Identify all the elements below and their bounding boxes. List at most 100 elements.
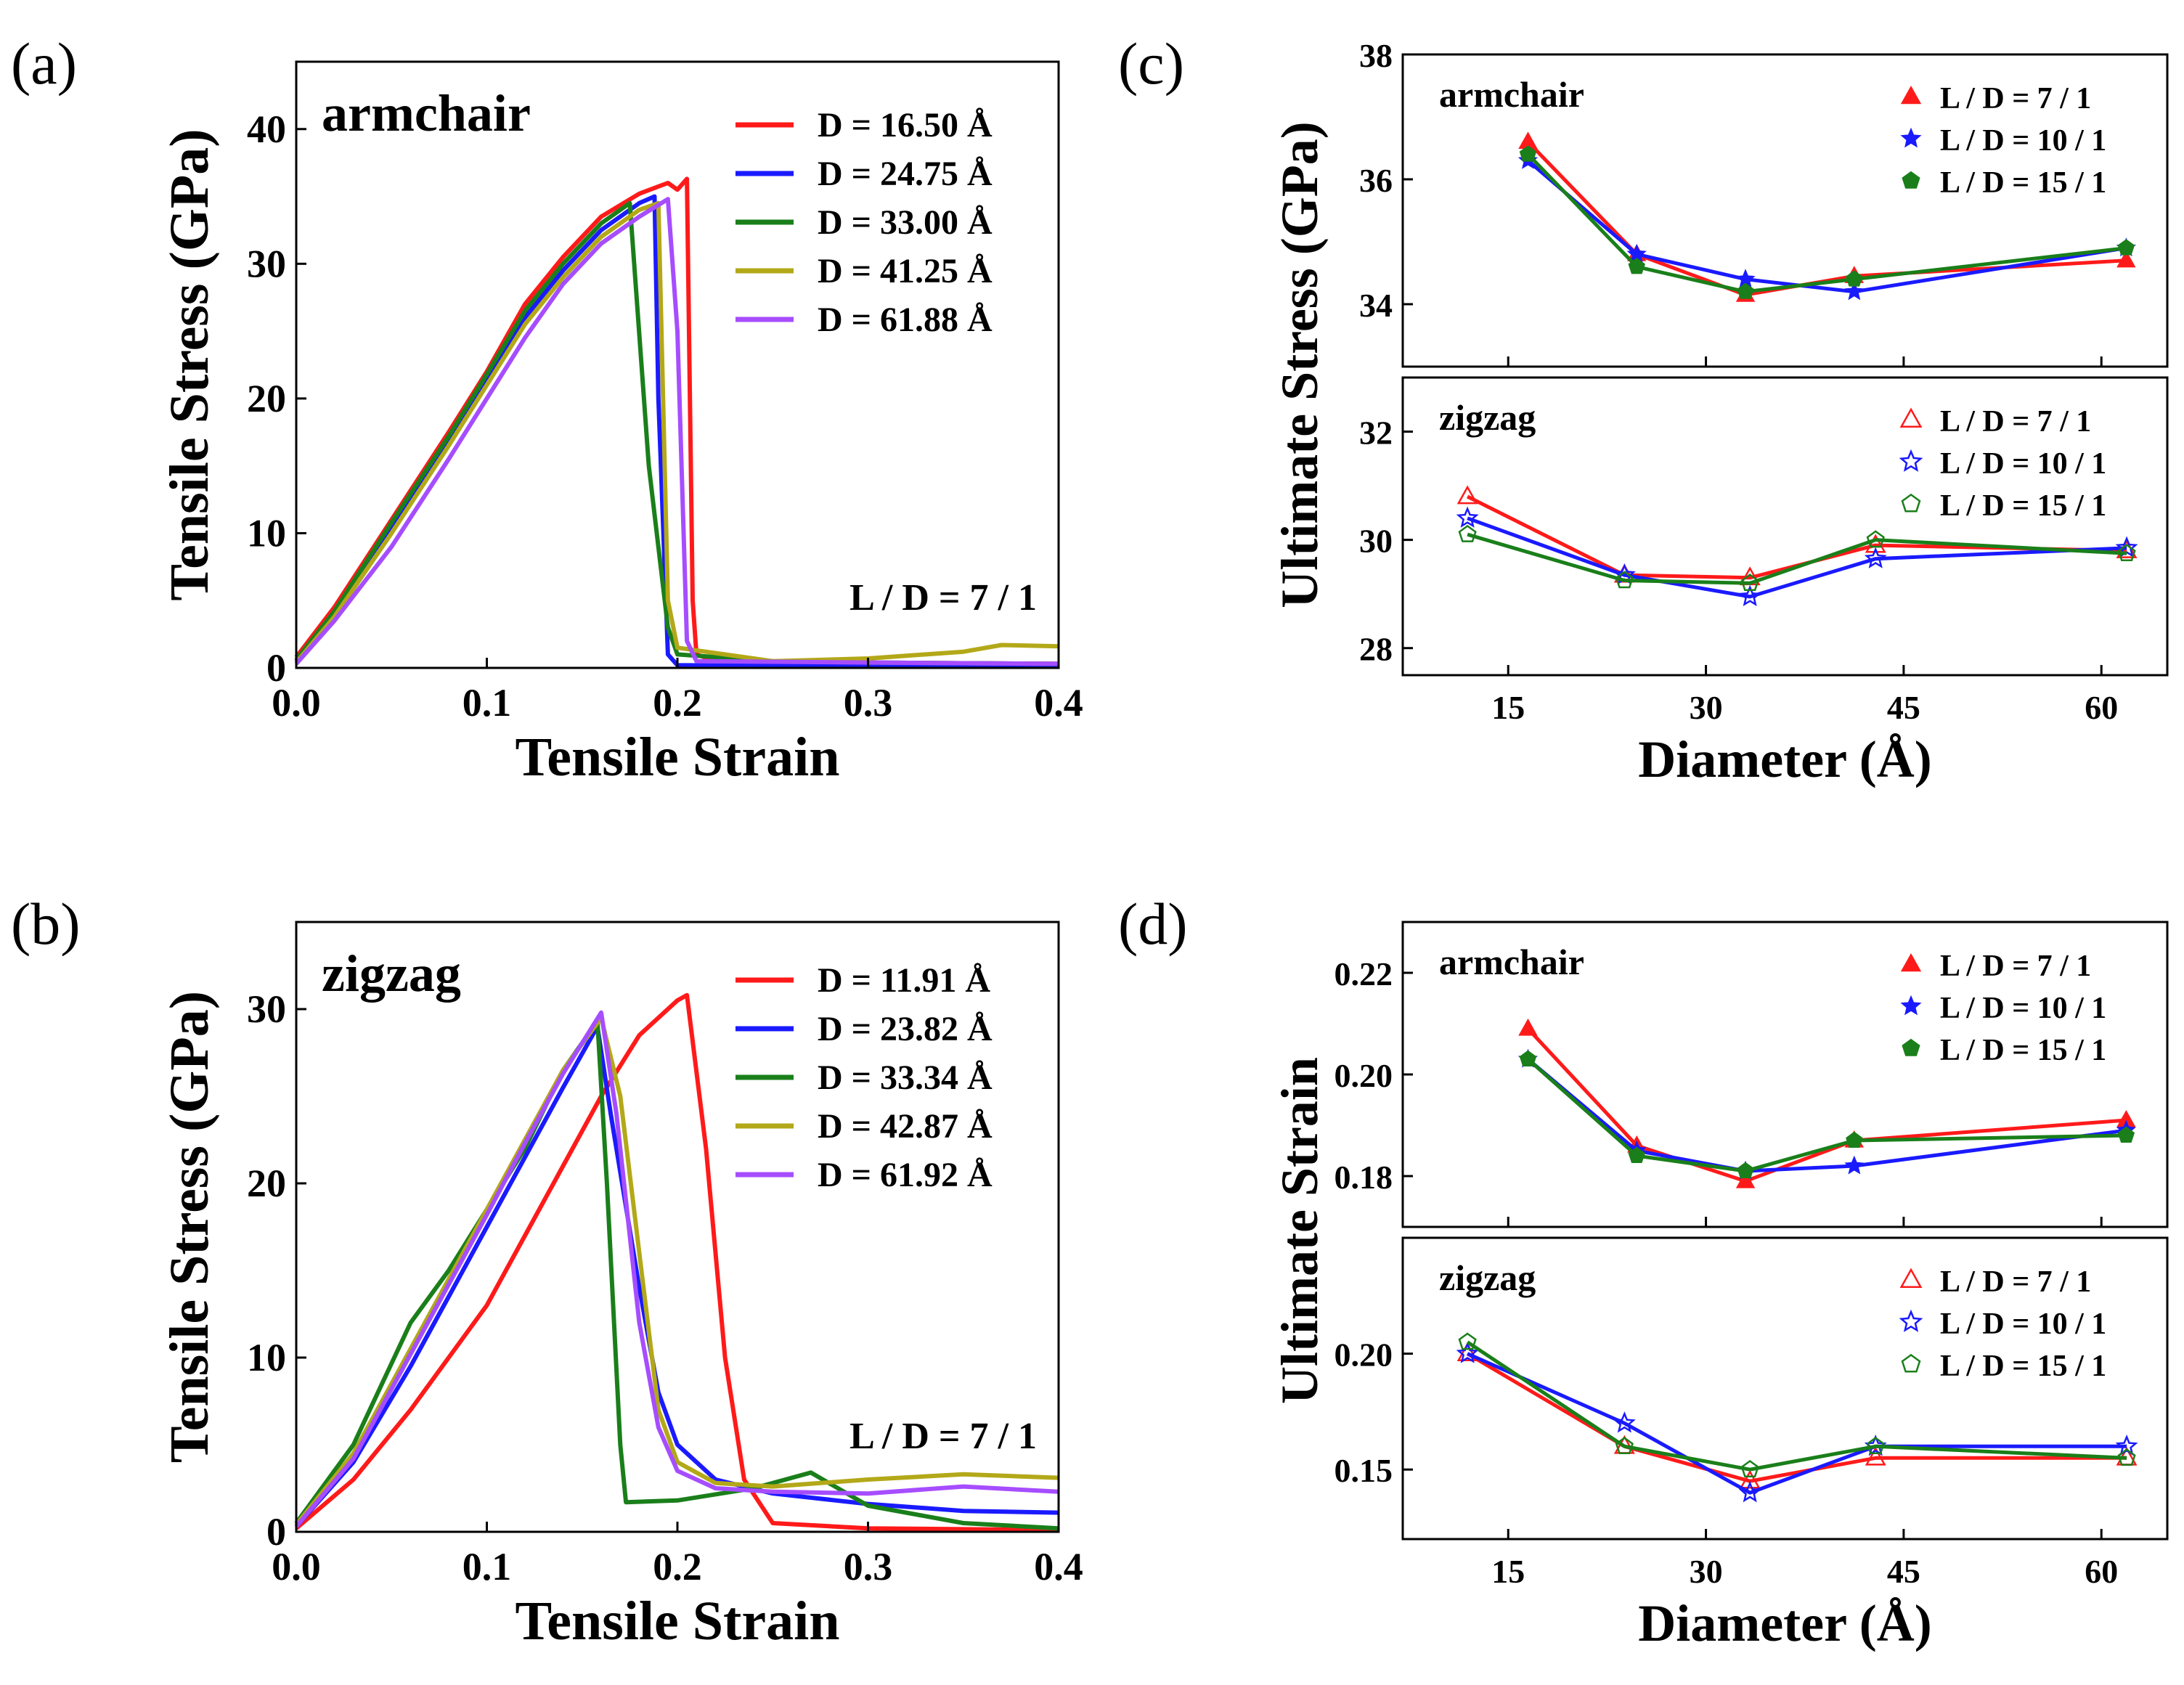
data-point-c-1-0-0	[1456, 485, 1478, 505]
panel-label-b: (b)	[11, 891, 81, 957]
series-line-d-0-1	[1526, 1058, 2127, 1173]
legend-marker-d-1-0	[1899, 1268, 1923, 1289]
legend-label-c-1-0: L / D = 7 / 1	[1940, 405, 2091, 438]
y-tick-label-b-0: 0	[266, 1510, 286, 1554]
y-tick-label-d-0-2: 0.22	[1335, 955, 1393, 992]
series-line-b-1	[294, 1024, 1059, 1528]
x-axis-title-a: Tensile Strain	[516, 727, 840, 788]
data-point-c-1-1-2	[1738, 584, 1761, 606]
series-line-c-1-1	[1467, 516, 2127, 599]
x-tick-label-c-3: 60	[2085, 689, 2118, 726]
legend-marker-c-0-2	[1902, 171, 1920, 189]
data-point-d-1-1-0	[1456, 1342, 1479, 1363]
y-tick-label-a-3: 30	[247, 242, 286, 285]
data-point-d-1-0-2	[1739, 1469, 1761, 1489]
y-tick-label-c-0-2: 38	[1359, 37, 1393, 74]
legend-label-a-4: D = 61.88 Å	[818, 301, 993, 339]
data-point-d-1-2-4	[2117, 1448, 2136, 1466]
legend-label-a-2: D = 33.00 Å	[818, 203, 993, 242]
x-axis-title-b: Tensile Strain	[516, 1591, 840, 1652]
plot-frame-c-0	[1401, 53, 2169, 368]
data-point-d-1-2-1	[1615, 1437, 1634, 1455]
legend-label-d-0-0: L / D = 7 / 1	[1940, 950, 2091, 983]
legend-marker-c-0-1	[1900, 127, 1922, 148]
structure-label-a: armchair	[322, 84, 531, 142]
data-point-d-0-2-2	[1737, 1162, 1754, 1178]
x-tick-label-c-2: 45	[1887, 689, 1920, 726]
data-point-c-1-2-4	[2117, 544, 2136, 561]
x-axis-title-d: Diameter (Å)	[1638, 1594, 1931, 1652]
x-tick-label-a-1: 0.1	[463, 681, 512, 725]
legend-label-c-1-2: L / D = 15 / 1	[1940, 489, 2106, 523]
y-tick-label-d-0-1: 0.20	[1335, 1057, 1393, 1094]
data-point-c-1-2-2	[1740, 574, 1759, 591]
x-tick-label-b-3: 0.3	[844, 1545, 893, 1588]
data-point-d-1-0-3	[1865, 1446, 1886, 1466]
structure-label-c-1: zigzag	[1439, 397, 1536, 438]
x-tick-label-d-0: 15	[1491, 1553, 1525, 1590]
data-point-d-0-2-0	[1519, 1050, 1537, 1066]
y-axis-title-d: Ultimate Strain	[1271, 1057, 1329, 1404]
data-point-c-1-2-3	[1866, 530, 1885, 548]
data-point-d-1-2-2	[1740, 1459, 1759, 1477]
data-point-d-0-0-0	[1518, 1018, 1538, 1036]
legend-marker-d-1-1	[1899, 1309, 1923, 1332]
y-tick-label-c-0-1: 36	[1359, 162, 1393, 199]
x-tick-label-d-3: 60	[2085, 1553, 2118, 1590]
legend-label-b-1: D = 23.82 Å	[818, 1010, 993, 1048]
series-line-b-0	[295, 992, 1059, 1533]
data-point-c-1-2-1	[1615, 571, 1634, 589]
x-tick-label-c-1: 30	[1690, 689, 1723, 726]
data-point-d-0-2-1	[1628, 1146, 1645, 1163]
series-line-b-4	[294, 1010, 1059, 1528]
data-point-d-0-1-3	[1844, 1155, 1865, 1175]
data-point-c-0-1-3	[1844, 281, 1865, 301]
legend-label-a-0: D = 16.50 Å	[818, 106, 993, 144]
legend-label-c-0-1: L / D = 10 / 1	[1940, 124, 2106, 158]
legend-marker-c-0-0	[1900, 85, 1922, 105]
x-tick-label-b-2: 0.2	[653, 1545, 702, 1588]
legend-label-a-1: D = 24.75 Å	[818, 155, 993, 193]
legend-label-d-1-0: L / D = 7 / 1	[1940, 1265, 2091, 1299]
ratio-label-b: L / D = 7 / 1	[849, 1416, 1037, 1457]
x-tick-label-b-1: 0.1	[463, 1545, 512, 1588]
data-point-d-1-2-0	[1458, 1332, 1477, 1350]
y-axis-title-a: Tensile Stress (GPa)	[159, 128, 220, 600]
panel-label-c: (c)	[1118, 30, 1184, 97]
x-tick-label-a-4: 0.4	[1034, 681, 1083, 725]
data-point-c-0-2-1	[1628, 258, 1645, 274]
y-axis-title-b: Tensile Stress (GPa)	[159, 991, 220, 1463]
series-line-c-0-0	[1526, 140, 2127, 297]
legend-label-b-2: D = 33.34 Å	[818, 1058, 993, 1097]
ratio-label-a: L / D = 7 / 1	[849, 577, 1037, 619]
data-point-d-1-2-3	[1866, 1437, 1885, 1455]
plot-frame-c-1	[1401, 376, 2169, 677]
y-tick-label-b-3: 30	[247, 987, 286, 1031]
x-tick-label-b-4: 0.4	[1034, 1545, 1083, 1588]
x-axis-title-c: Diameter (Å)	[1638, 730, 1931, 788]
legend-label-b-4: D = 61.92 Å	[818, 1156, 993, 1194]
data-point-d-1-1-4	[2115, 1435, 2138, 1456]
y-tick-label-d-1-1: 0.20	[1335, 1337, 1393, 1374]
series-line-a-2	[294, 200, 1059, 666]
data-point-d-1-0-0	[1456, 1342, 1478, 1361]
legend-label-b-0: D = 11.91 Å	[818, 961, 990, 1000]
y-tick-label-c-0-0: 34	[1359, 287, 1393, 324]
data-point-c-0-2-3	[1846, 270, 1863, 287]
legend-label-d-0-2: L / D = 15 / 1	[1940, 1034, 2106, 1067]
legend-label-b-3: D = 42.87 Å	[818, 1107, 993, 1146]
legend-marker-c-1-0	[1899, 407, 1923, 428]
y-tick-label-a-0: 0	[266, 646, 286, 690]
y-tick-label-a-4: 40	[247, 107, 286, 151]
series-line-c-1-2	[1467, 532, 2127, 585]
series-line-d-1-2	[1466, 1340, 2127, 1472]
y-tick-label-a-1: 10	[247, 511, 286, 555]
series-line-d-0-2	[1526, 1058, 2127, 1173]
data-point-d-0-2-4	[2117, 1126, 2135, 1143]
data-point-c-0-2-4	[2117, 239, 2135, 256]
legend-label-c-0-2: L / D = 15 / 1	[1940, 166, 2106, 200]
structure-label-b: zigzag	[322, 945, 461, 1003]
data-point-d-0-2-3	[1846, 1131, 1863, 1148]
y-axis-title-c: Ultimate Stress (GPa)	[1271, 121, 1329, 608]
